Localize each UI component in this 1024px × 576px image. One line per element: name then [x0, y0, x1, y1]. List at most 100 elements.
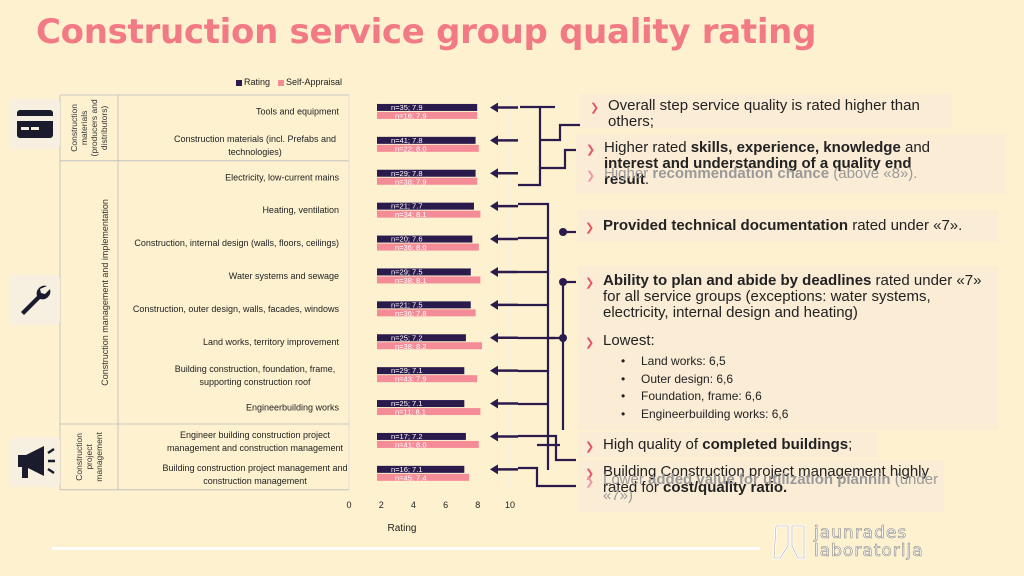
- x-tick-label: 4: [411, 500, 416, 510]
- group-label: Constructionprojectmanagement: [74, 431, 104, 481]
- x-tick-label: 10: [505, 500, 515, 510]
- connector-line: [540, 148, 580, 170]
- lowest-item: Land works: 6,5: [621, 354, 726, 368]
- insight-added-value: ❯ Lower added value for utilization plann…: [585, 471, 939, 504]
- category-label: Heating, ventilation: [262, 205, 339, 215]
- rating-bar: [377, 334, 466, 342]
- self-appraisal-bar: [377, 309, 476, 317]
- self-appraisal-bar: [377, 210, 481, 218]
- logo-line-2: laboratorija: [814, 541, 924, 561]
- self-appraisal-bar: [377, 408, 481, 416]
- rating-bar: [377, 136, 476, 144]
- self-appraisal-bar: [377, 473, 470, 481]
- rating-bar: [377, 400, 465, 408]
- lowest-item: Foundation, frame: 6,6: [621, 389, 762, 403]
- insight-lowest: ❯ Lowest:: [585, 332, 655, 350]
- self-appraisal-data-label: n=34; 8.1: [395, 210, 427, 219]
- connector-line: [518, 434, 576, 462]
- rating-bar: [377, 301, 471, 309]
- self-appraisal-bar: [377, 243, 479, 251]
- lowest-item: Engineerbuilding works: 6,6: [621, 407, 788, 421]
- rating-data-label: n=29; 7.5: [391, 267, 423, 276]
- insight-documentation: ❯ Provided technical documentation rated …: [585, 217, 963, 235]
- bottom-divider: [52, 547, 760, 550]
- rating-data-label: n=35; 7.9: [391, 103, 423, 112]
- rating-data-label: n=29; 7.1: [391, 366, 423, 375]
- rating-data-label: n=41; 7.8: [391, 136, 423, 145]
- rating-data-label: n=21; 7.7: [391, 202, 423, 211]
- rating-data-label: n=25; 7.2: [391, 333, 423, 342]
- connector-line: [518, 466, 576, 488]
- rating-data-label: n=20; 7.6: [391, 235, 423, 244]
- rating-bar: [377, 268, 471, 276]
- insight-panel-1b: [576, 134, 1006, 194]
- rating-bar: [377, 465, 465, 473]
- page-title: Construction service group quality ratin…: [36, 12, 817, 52]
- logo-line-1: jaunrades: [814, 523, 908, 543]
- category-label: Construction materials (incl. Prefabs an…: [174, 134, 336, 157]
- insight-panel-4b: [578, 460, 944, 512]
- annotation-arrowhead: [490, 234, 498, 245]
- megaphone-icon: [10, 437, 60, 487]
- insight-overall-quality: ❯ Overall step service quality is rated h…: [590, 97, 920, 130]
- annotation-arrowhead: [490, 135, 498, 146]
- category-label: Electricity, low-current mains: [225, 172, 339, 182]
- annotation-arrowhead: [490, 201, 498, 212]
- rating-bar: [377, 103, 478, 111]
- logo: jaunrades laboratorija: [772, 522, 924, 562]
- insight-completed-buildings: ❯ High quality of completed buildings;: [585, 436, 853, 454]
- annotation-arrowhead: [490, 431, 498, 442]
- self-appraisal-data-label: n=11; 8.1: [395, 408, 426, 417]
- group-label: Constructionmaterials(producers anddistr…: [69, 99, 109, 156]
- category-label: Engineerbuilding works: [246, 403, 340, 413]
- connector-line: [540, 123, 580, 142]
- chart-legend: Rating Self-Appraisal: [236, 77, 342, 87]
- x-tick-label: 8: [475, 500, 480, 510]
- lowest-item: Outer design: 6,6: [621, 372, 733, 386]
- rating-data-label: n=29; 7.8: [391, 169, 423, 178]
- insight-panel-4a: [578, 432, 878, 458]
- self-appraisal-data-label: n=41; 8.0: [395, 440, 427, 449]
- self-appraisal-data-label: n=45; 7.4: [395, 473, 427, 482]
- rating-bar: [377, 202, 474, 210]
- insight-skills: ❯ Higher rated skills, experience, knowle…: [586, 139, 931, 188]
- self-appraisal-bar: [377, 144, 479, 152]
- category-label: Land works, territory improvement: [203, 337, 340, 347]
- self-appraisal-bar: [377, 276, 481, 284]
- insight-cost-quality: ❯ Building Construction project managemen…: [585, 463, 930, 496]
- connector-dot: [559, 334, 567, 342]
- self-appraisal-data-label: n=43; 7.9: [395, 375, 427, 384]
- connector-line: [518, 105, 542, 187]
- category-label: Building construction project management…: [162, 463, 347, 486]
- connector-line: [518, 202, 550, 470]
- x-tick-label: 6: [443, 500, 448, 510]
- category-label: Water systems and sewage: [229, 271, 339, 281]
- insight-panel-1a: [580, 94, 952, 128]
- x-axis-label: Rating: [388, 523, 417, 534]
- category-label: Tools and equipment: [256, 106, 340, 116]
- self-appraisal-data-label: n=38; 8.2: [395, 342, 427, 351]
- self-appraisal-bar: [377, 440, 479, 448]
- annotation-arrowhead: [490, 102, 498, 113]
- self-appraisal-data-label: n=38; 8.1: [395, 276, 427, 285]
- annotation-arrowhead: [490, 365, 498, 376]
- annotation-arrowhead: [490, 168, 498, 179]
- self-appraisal-bar: [377, 177, 478, 185]
- self-appraisal-bar: [377, 375, 478, 383]
- category-label: Construction, internal design (walls, fl…: [134, 238, 339, 248]
- insight-deadlines: ❯ Ability to plan and abide by deadlines …: [585, 272, 982, 321]
- self-appraisal-data-label: n=22; 8.0: [395, 144, 427, 153]
- rating-data-label: n=21; 7.5: [391, 300, 423, 309]
- rating-data-label: n=25; 7.1: [391, 399, 423, 408]
- rating-bar: [377, 169, 476, 177]
- self-appraisal-data-label: n=36; 8.0: [395, 243, 427, 252]
- rating-bar: [377, 367, 465, 375]
- category-label: Construction, outer design, walls, facad…: [133, 304, 340, 314]
- rating-data-label: n=17; 7.2: [391, 432, 423, 441]
- category-label: Building construction, foundation, frame…: [175, 364, 336, 387]
- category-label: Engineer building construction project ma…: [167, 430, 344, 453]
- annotation-arrowhead: [490, 398, 498, 409]
- rating-data-label: n=16; 7.1: [391, 465, 423, 474]
- self-appraisal-bar: [377, 342, 483, 350]
